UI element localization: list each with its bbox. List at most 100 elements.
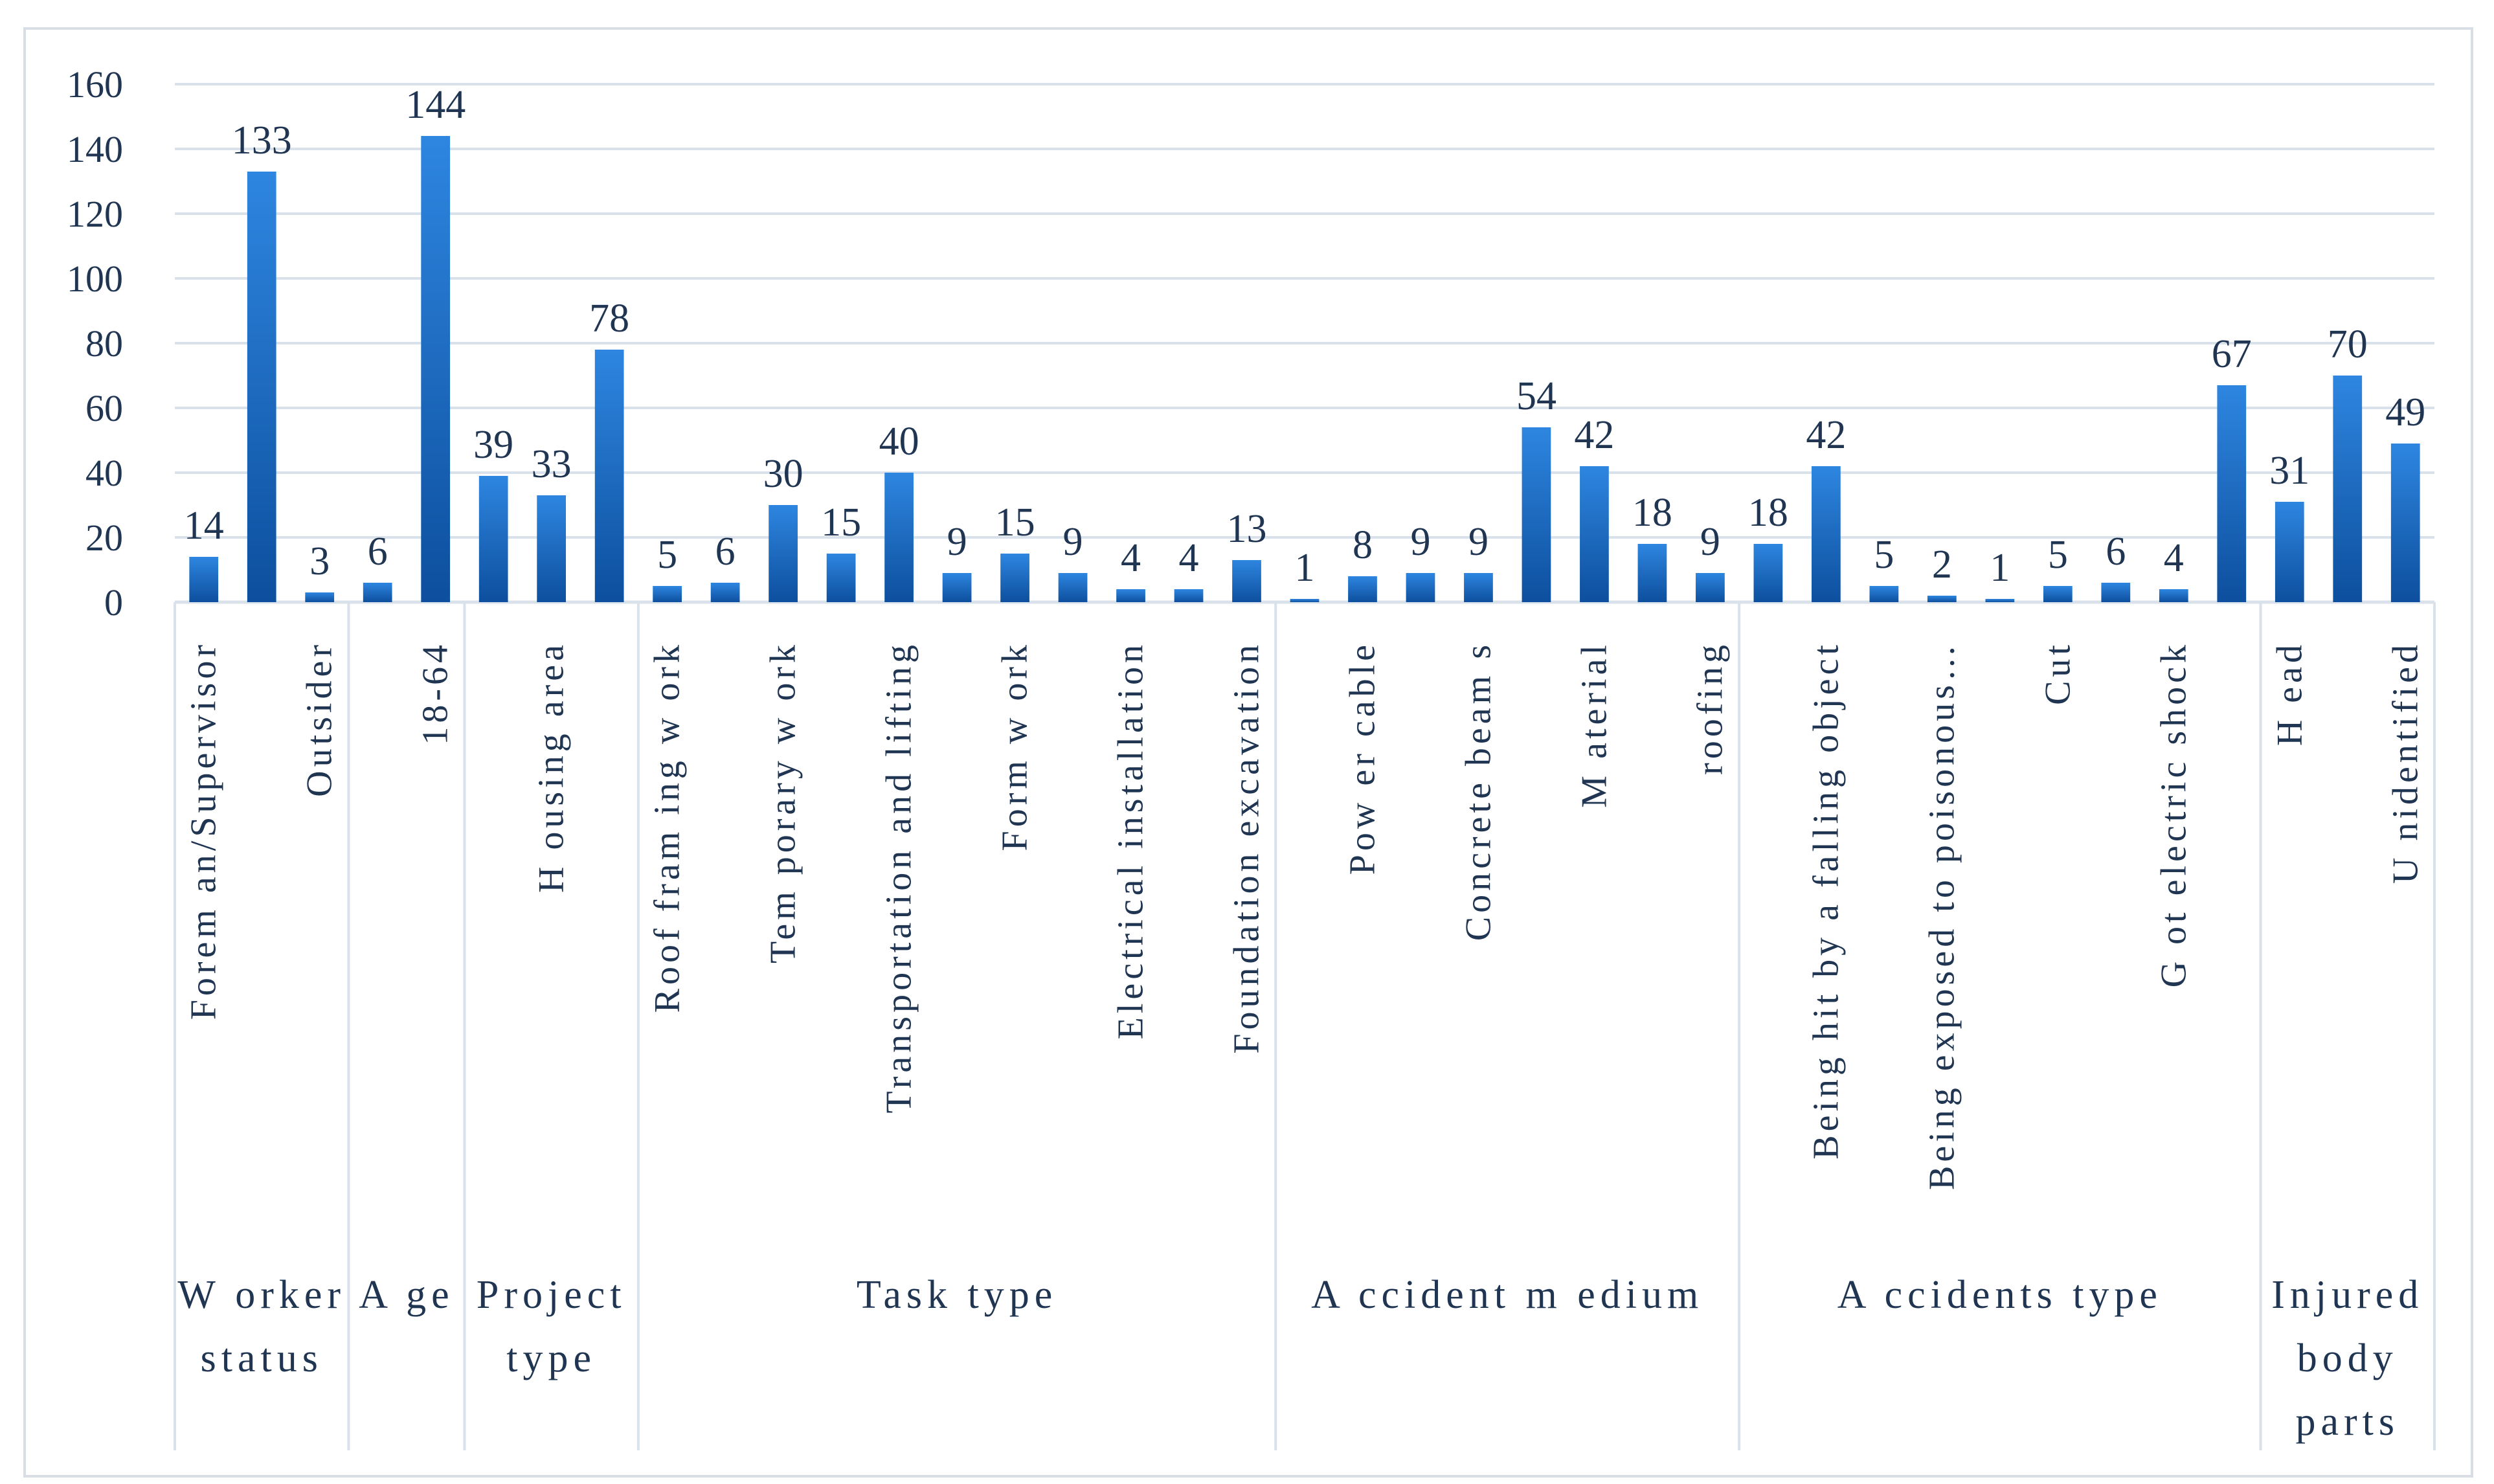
y-tick-label: 160	[67, 63, 123, 106]
bar	[594, 350, 624, 602]
bar	[653, 586, 682, 602]
data-label: 1	[1295, 546, 1315, 590]
category-label: 18-64	[416, 641, 456, 745]
category-label: M aterial	[1574, 641, 1614, 808]
y-tick-label: 100	[67, 258, 123, 300]
group-label: W orker	[177, 1273, 346, 1317]
y-tick-label: 60	[85, 387, 123, 429]
bar	[1174, 589, 1204, 602]
bar	[1406, 573, 1435, 602]
data-label: 67	[2212, 332, 2252, 376]
data-label: 33	[532, 442, 572, 486]
data-label: 9	[947, 520, 967, 564]
bar	[1464, 573, 1493, 602]
data-label: 15	[821, 500, 861, 545]
bar	[1696, 573, 1725, 602]
bar	[2217, 385, 2247, 602]
bar	[2333, 376, 2363, 602]
bar	[826, 554, 856, 602]
data-label: 54	[1516, 374, 1556, 418]
category-label: Concrete beam s	[1458, 641, 1498, 941]
group-label: Task type	[857, 1273, 1057, 1317]
y-tick-label: 20	[85, 517, 123, 559]
category-label: Being hit by a falling object	[1806, 641, 1846, 1160]
group-label: type	[506, 1336, 596, 1380]
bar	[1869, 586, 1899, 602]
category-label: Cut	[2038, 641, 2078, 705]
data-label: 133	[232, 118, 292, 163]
group-label: A ge	[359, 1273, 454, 1317]
data-label: 40	[879, 420, 919, 464]
bar	[769, 505, 798, 602]
group-labels: W orker status A ge Project type Task type A c…	[177, 1273, 2423, 1444]
category-labels: Forem an/Supervisor Outsider 18-64 H ousing…	[184, 641, 2426, 1190]
data-label: 9	[1063, 520, 1083, 564]
data-label: 6	[2106, 530, 2126, 574]
data-label: 18	[1632, 491, 1672, 535]
category-label: Pow er cable	[1342, 641, 1382, 875]
bar	[1522, 427, 1551, 602]
data-label: 42	[1806, 413, 1846, 457]
category-label: Outsider	[300, 641, 340, 797]
bar	[1116, 589, 1145, 602]
data-label: 9	[1468, 520, 1489, 564]
data-label: 39	[473, 423, 513, 467]
category-label: H ead	[2269, 641, 2309, 746]
bar	[2159, 589, 2188, 602]
data-label: 3	[309, 539, 330, 583]
bar	[1000, 554, 1029, 602]
bar	[1927, 596, 1957, 602]
group-label: body	[2297, 1336, 2398, 1380]
category-label: H ousing area	[532, 641, 572, 893]
category-label: Being exposed to poisonous…	[1922, 641, 1962, 1190]
data-label: 6	[368, 530, 388, 574]
data-label: 18	[1748, 491, 1788, 535]
bar	[1753, 544, 1783, 602]
data-label: 6	[715, 530, 736, 574]
data-label: 8	[1353, 523, 1373, 567]
bar	[189, 557, 219, 602]
group-label: parts	[2296, 1400, 2400, 1444]
bar	[1232, 560, 1261, 602]
data-label: 78	[589, 297, 629, 341]
bar	[1290, 599, 1320, 602]
data-label: 144	[405, 83, 466, 127]
category-label: Transportation and lifting	[879, 641, 919, 1113]
bar	[710, 583, 740, 602]
bar	[2275, 502, 2304, 602]
bar	[305, 592, 335, 602]
bar	[478, 476, 508, 602]
group-label: Project	[477, 1273, 627, 1317]
data-label: 14	[184, 504, 224, 548]
data-label: 49	[2385, 390, 2425, 434]
bar	[1637, 544, 1667, 602]
data-label: 42	[1574, 413, 1614, 457]
category-label: G ot electric shock	[2153, 641, 2194, 987]
data-label: 5	[2048, 533, 2068, 577]
category-label: Tem porary w ork	[763, 641, 803, 963]
bar	[1058, 573, 1088, 602]
data-label: 5	[657, 533, 677, 577]
bar	[2043, 586, 2073, 602]
bar	[2101, 583, 2131, 602]
data-label: 2	[1932, 543, 1952, 587]
category-label: U nidentified	[2385, 641, 2425, 884]
bar	[2390, 444, 2420, 602]
bar	[884, 473, 914, 602]
y-tick-label: 40	[85, 452, 123, 494]
bar	[1812, 466, 1841, 602]
y-tick-label: 120	[67, 193, 123, 235]
bar	[363, 583, 392, 602]
category-label: Foundation excavation	[1227, 641, 1267, 1054]
data-label: 4	[1179, 536, 1199, 580]
bars	[189, 136, 2420, 602]
group-label: Injured	[2271, 1273, 2423, 1317]
data-label: 70	[2328, 322, 2368, 366]
y-tick-label: 0	[104, 581, 123, 624]
bar	[421, 136, 451, 602]
category-label: Form w ork	[995, 641, 1035, 851]
data-label: 9	[1410, 520, 1430, 564]
bar	[247, 172, 276, 602]
